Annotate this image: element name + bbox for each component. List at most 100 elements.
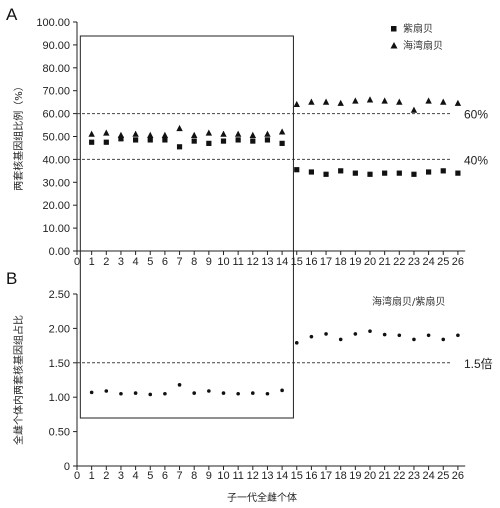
- x-tick-label: 22: [393, 256, 405, 268]
- data-point: [264, 137, 271, 143]
- data-point: [132, 130, 139, 137]
- y-tick-label: 50.00: [42, 132, 70, 144]
- y-tick-label: 1.50: [49, 358, 70, 370]
- data-point: [205, 129, 213, 136]
- data-point: [294, 167, 300, 173]
- data-point: [221, 391, 226, 395]
- x-tick-label: 4: [133, 470, 139, 482]
- data-point: [280, 388, 284, 393]
- data-point: [265, 391, 270, 396]
- x-tick-label: 1: [89, 256, 95, 268]
- highlight-box: [79, 35, 294, 419]
- legend-label: 海湾扇贝: [403, 39, 443, 52]
- data-point: [251, 391, 255, 395]
- x-tick-label: 4: [133, 256, 139, 268]
- x-tick-label: 26: [452, 256, 464, 268]
- data-point: [426, 333, 431, 338]
- x-tick-label: 8: [191, 256, 197, 268]
- data-point: [352, 170, 358, 176]
- x-tick-label: 7: [176, 256, 182, 268]
- data-point: [207, 389, 211, 393]
- x-tick-label: 15: [291, 470, 303, 482]
- data-point: [352, 97, 359, 104]
- x-tick-label: 22: [393, 470, 405, 482]
- x-tick-label: 10: [217, 256, 229, 268]
- data-point: [412, 337, 416, 342]
- data-point: [191, 138, 197, 144]
- x-tick-label: 18: [335, 470, 347, 482]
- data-point: [441, 337, 446, 342]
- series-annotation: 海湾扇贝/紫扇贝: [372, 295, 445, 308]
- x-tick-label: 6: [162, 256, 168, 268]
- panel-a-chart: A 0.00 10.00 20.00 30.00 40.00 50.00 60.00 70.00…: [6, 5, 488, 268]
- y-tick-label: 0.00: [49, 246, 70, 258]
- data-point: [397, 333, 402, 338]
- data-point: [411, 171, 417, 177]
- x-tick-label: 10: [217, 470, 229, 482]
- data-point: [382, 332, 387, 337]
- data-point: [425, 97, 432, 104]
- x-tick-label: 11: [232, 256, 243, 268]
- data-point: [89, 139, 95, 145]
- data-point: [338, 168, 344, 174]
- y-tick-label: 2.50: [49, 289, 70, 301]
- data-point: [367, 171, 373, 177]
- x-tick-label: 1: [89, 470, 95, 482]
- x-tick-label: 21: [379, 470, 391, 482]
- panel-b-chart: B00.501.001.502.002.500 1 2 3 4 5 6 7 8 9 10 11 12 13…: [6, 269, 493, 482]
- legend-marker: [391, 26, 397, 32]
- data-point: [118, 136, 124, 142]
- x-tick-label: 2: [103, 470, 109, 482]
- data-point: [396, 170, 402, 176]
- data-point: [103, 139, 109, 145]
- x-tick-label: 8: [191, 470, 197, 482]
- data-point: [455, 170, 461, 176]
- y-axis-title: 全雌个体内两套核基因组占比: [12, 315, 25, 445]
- highlight-box-rect: [79, 35, 294, 419]
- data-point: [381, 97, 388, 104]
- data-point: [309, 334, 314, 339]
- data-point: [454, 99, 462, 106]
- data-point: [163, 391, 167, 396]
- x-tick-label: 3: [118, 470, 124, 482]
- data-point: [249, 131, 256, 138]
- data-point: [440, 168, 446, 174]
- legend-label: 紫扇贝: [403, 22, 433, 35]
- data-point: [337, 99, 344, 106]
- y-tick-label: 1.00: [49, 392, 70, 404]
- data-point: [89, 390, 94, 395]
- x-tick-label: 0: [74, 256, 80, 268]
- panel-letter: B: [6, 269, 17, 288]
- x-tick-label: 12: [247, 256, 259, 268]
- x-tick-label: 15: [291, 256, 303, 268]
- x-tick-label: 13: [261, 256, 273, 268]
- x-axis-title: 子一代全雌个体: [227, 491, 297, 504]
- x-tick-label: 11: [232, 470, 243, 482]
- x-tick-label: 26: [452, 470, 464, 482]
- data-point: [177, 383, 182, 387]
- data-point: [322, 98, 330, 105]
- data-point: [426, 169, 432, 175]
- data-point: [353, 332, 358, 336]
- data-point: [88, 130, 95, 137]
- x-tick-label: 20: [364, 256, 376, 268]
- data-point: [117, 131, 125, 138]
- data-point: [192, 391, 196, 395]
- y-tick-label: 20.00: [42, 200, 70, 212]
- data-point: [148, 392, 153, 397]
- data-point: [103, 129, 110, 136]
- data-point: [323, 171, 329, 177]
- x-tick-label: 12: [247, 470, 259, 482]
- data-point: [234, 130, 242, 137]
- data-point: [293, 100, 300, 108]
- x-tick-label: 24: [422, 256, 434, 268]
- y-tick-label: 80.00: [42, 63, 70, 75]
- y-axis-title: 两套核基因组比例（%）: [12, 81, 25, 191]
- data-point: [206, 140, 212, 146]
- x-tick-label: 16: [305, 470, 317, 482]
- y-tick-label: 90.00: [42, 40, 70, 52]
- x-tick-label: 18: [335, 256, 347, 268]
- x-tick-label: 17: [320, 256, 332, 268]
- data-point: [176, 144, 183, 150]
